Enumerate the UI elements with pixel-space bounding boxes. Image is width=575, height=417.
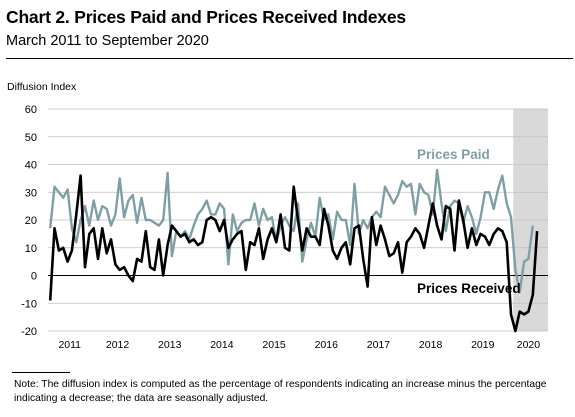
x-tick-label: 2012 xyxy=(106,339,130,351)
y-tick-label: -20 xyxy=(21,326,37,338)
y-axis-label: Diffusion Index xyxy=(7,81,77,93)
series-line-prices-received xyxy=(48,174,539,333)
title-rule xyxy=(6,58,573,59)
x-tick-label: 2018 xyxy=(419,339,443,351)
y-tick-label: 40 xyxy=(25,160,37,172)
x-tick-label: 2015 xyxy=(262,339,286,351)
y-tick-labels: 60 50 40 30 20 10 0 -10 -20 xyxy=(21,104,37,338)
series-lines xyxy=(48,168,539,333)
x-tick-label: 2020 xyxy=(517,339,541,351)
series-label-prices-paid: Prices Paid xyxy=(417,147,490,162)
y-tick-label: 60 xyxy=(25,104,37,116)
x-tick-label: 2019 xyxy=(471,339,495,351)
y-tick-label: 50 xyxy=(25,132,37,144)
y-tick-label: 30 xyxy=(25,187,37,199)
x-tick-label: 2011 xyxy=(58,339,81,351)
x-tick-label: 2017 xyxy=(367,339,391,351)
note-rule xyxy=(12,372,70,373)
series-label-prices-received: Prices Received xyxy=(417,281,521,296)
y-tick-label: 10 xyxy=(25,243,37,255)
y-tick-label: 0 xyxy=(31,271,37,283)
chart-title: Chart 2. Prices Paid and Prices Received… xyxy=(6,7,406,27)
x-tick-labels: 2011 2012 2013 2014 2015 2016 2017 2018 2019 2020 xyxy=(58,339,540,351)
x-tick-label: 2013 xyxy=(158,339,182,351)
footnote: Note: The diffusion index is computed as… xyxy=(14,379,547,404)
y-tick-label: 20 xyxy=(25,215,37,227)
y-tick-label: -10 xyxy=(21,298,37,310)
chart-subtitle: March 2011 to September 2020 xyxy=(6,33,209,49)
x-tick-label: 2014 xyxy=(210,339,234,351)
x-tick-label: 2016 xyxy=(315,339,339,351)
